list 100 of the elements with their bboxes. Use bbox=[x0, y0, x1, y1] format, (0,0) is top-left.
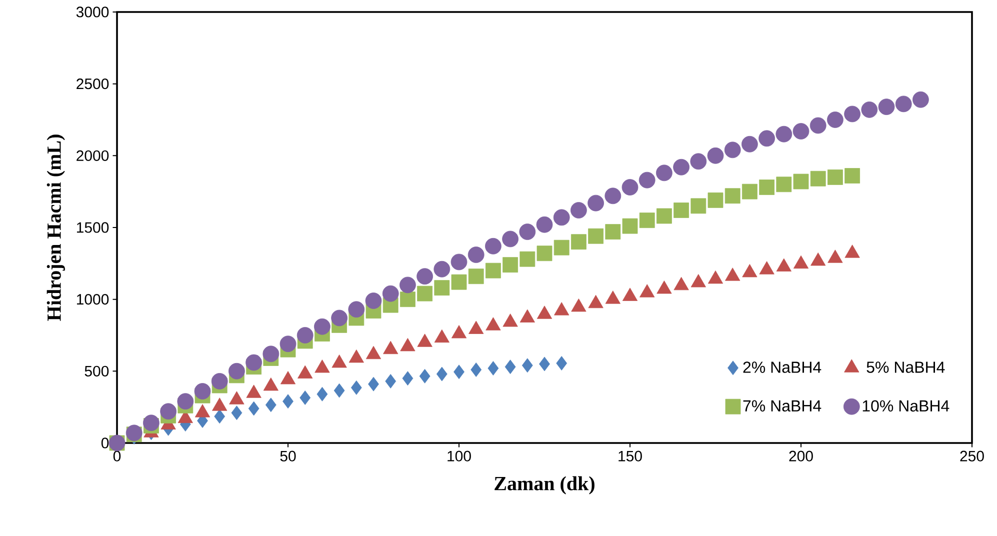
point bbox=[416, 268, 434, 285]
point bbox=[895, 96, 912, 112]
point bbox=[724, 142, 741, 158]
point bbox=[793, 174, 809, 190]
point bbox=[451, 274, 467, 290]
point bbox=[486, 262, 501, 278]
legend-label: 5% NaBH4 bbox=[866, 362, 945, 373]
point bbox=[520, 251, 536, 267]
point bbox=[316, 386, 328, 402]
point bbox=[539, 356, 550, 372]
x-axis-title: Zaman (dk) bbox=[494, 476, 594, 494]
point bbox=[228, 362, 245, 380]
y-tick-label: 1000 bbox=[76, 294, 109, 305]
point bbox=[639, 212, 655, 228]
point bbox=[622, 218, 638, 234]
y-tick-label: 3000 bbox=[76, 6, 109, 18]
point bbox=[265, 398, 276, 412]
point bbox=[519, 224, 536, 240]
point bbox=[417, 286, 433, 302]
point bbox=[382, 285, 399, 302]
point bbox=[470, 362, 482, 377]
x-tick-label: 250 bbox=[960, 450, 984, 462]
point bbox=[402, 371, 414, 386]
point bbox=[468, 246, 484, 263]
point bbox=[434, 280, 450, 296]
x-tick-label: 0 bbox=[113, 450, 121, 462]
point bbox=[878, 98, 895, 116]
point bbox=[758, 130, 775, 147]
point bbox=[248, 401, 260, 416]
point bbox=[556, 356, 568, 370]
point bbox=[300, 390, 311, 405]
point bbox=[348, 301, 365, 318]
legend-label: 7% NaBH4 bbox=[743, 400, 822, 412]
point bbox=[724, 188, 740, 204]
point bbox=[262, 346, 280, 362]
point bbox=[194, 383, 211, 400]
point bbox=[571, 234, 586, 250]
point bbox=[143, 414, 160, 432]
point bbox=[177, 393, 194, 410]
point bbox=[211, 373, 228, 390]
point bbox=[656, 164, 672, 182]
point bbox=[742, 184, 758, 200]
x-tick-label: 200 bbox=[789, 450, 813, 462]
point bbox=[588, 228, 604, 244]
point bbox=[485, 238, 502, 254]
point bbox=[844, 106, 860, 122]
point bbox=[385, 374, 396, 388]
point bbox=[536, 216, 553, 233]
point bbox=[827, 112, 844, 128]
point bbox=[450, 254, 468, 270]
point bbox=[400, 292, 416, 308]
point bbox=[296, 327, 314, 344]
point bbox=[674, 202, 689, 218]
point bbox=[160, 403, 177, 420]
point bbox=[488, 361, 499, 376]
point bbox=[707, 147, 724, 164]
point bbox=[314, 318, 330, 335]
legend-label: 2% NaBH4 bbox=[743, 362, 822, 373]
point bbox=[776, 176, 792, 192]
point bbox=[810, 117, 826, 134]
point bbox=[504, 360, 516, 374]
point bbox=[604, 188, 622, 204]
point bbox=[231, 406, 242, 420]
point bbox=[334, 383, 345, 398]
point bbox=[861, 101, 878, 118]
point bbox=[331, 310, 348, 326]
x-tick-label: 150 bbox=[618, 450, 642, 462]
point bbox=[282, 394, 294, 409]
point bbox=[776, 126, 792, 142]
y-tick-label: 0 bbox=[101, 438, 109, 448]
point bbox=[214, 409, 226, 424]
point bbox=[690, 153, 707, 170]
point bbox=[690, 198, 706, 214]
point bbox=[588, 194, 604, 212]
point bbox=[792, 123, 810, 140]
point bbox=[280, 336, 296, 352]
point bbox=[810, 170, 826, 186]
point bbox=[570, 202, 587, 218]
point bbox=[742, 136, 758, 152]
point bbox=[502, 257, 518, 273]
point bbox=[436, 366, 448, 382]
point bbox=[365, 292, 382, 309]
point bbox=[368, 376, 379, 392]
point bbox=[419, 368, 430, 384]
point bbox=[622, 179, 638, 196]
y-tick-label: 500 bbox=[84, 366, 109, 376]
point bbox=[434, 260, 450, 278]
point bbox=[468, 268, 484, 284]
y-tick-label: 2000 bbox=[76, 150, 109, 161]
point bbox=[454, 364, 464, 380]
point bbox=[554, 240, 570, 256]
point bbox=[844, 168, 860, 184]
x-tick-label: 100 bbox=[448, 450, 471, 462]
point bbox=[656, 208, 672, 224]
point bbox=[400, 276, 416, 294]
point bbox=[638, 172, 656, 188]
point bbox=[759, 180, 774, 195]
point bbox=[553, 209, 570, 226]
point bbox=[827, 170, 843, 185]
legend-label: 10% NaBH4 bbox=[862, 400, 950, 412]
